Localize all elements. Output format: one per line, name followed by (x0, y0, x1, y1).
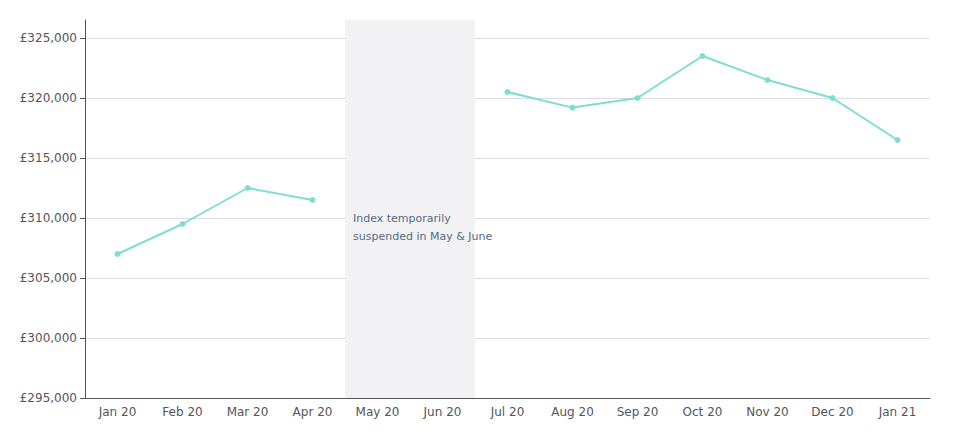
svg-text:£325,000: £325,000 (20, 31, 77, 45)
svg-text:£295,000: £295,000 (20, 391, 77, 405)
svg-text:£305,000: £305,000 (20, 271, 77, 285)
svg-text:Feb 20: Feb 20 (162, 405, 202, 419)
svg-text:£320,000: £320,000 (20, 91, 77, 105)
svg-text:Jan 21: Jan 21 (878, 405, 917, 419)
svg-text:£300,000: £300,000 (20, 331, 77, 345)
svg-text:£310,000: £310,000 (20, 211, 77, 225)
svg-text:Nov 20: Nov 20 (746, 405, 789, 419)
svg-text:Dec 20: Dec 20 (811, 405, 853, 419)
svg-text:Jul 20: Jul 20 (490, 405, 525, 419)
svg-text:Sep 20: Sep 20 (617, 405, 659, 419)
svg-text:Aug 20: Aug 20 (551, 405, 594, 419)
svg-text:Oct 20: Oct 20 (683, 405, 723, 419)
svg-text:Index temporarily: Index temporarily (353, 212, 451, 225)
svg-text:May 20: May 20 (356, 405, 400, 419)
svg-text:suspended in May & June: suspended in May & June (353, 230, 492, 243)
svg-text:£315,000: £315,000 (20, 151, 77, 165)
svg-text:Jan 20: Jan 20 (98, 405, 137, 419)
svg-text:Jun 20: Jun 20 (423, 405, 462, 419)
svg-text:Apr 20: Apr 20 (293, 405, 333, 419)
svg-text:Mar 20: Mar 20 (227, 405, 269, 419)
